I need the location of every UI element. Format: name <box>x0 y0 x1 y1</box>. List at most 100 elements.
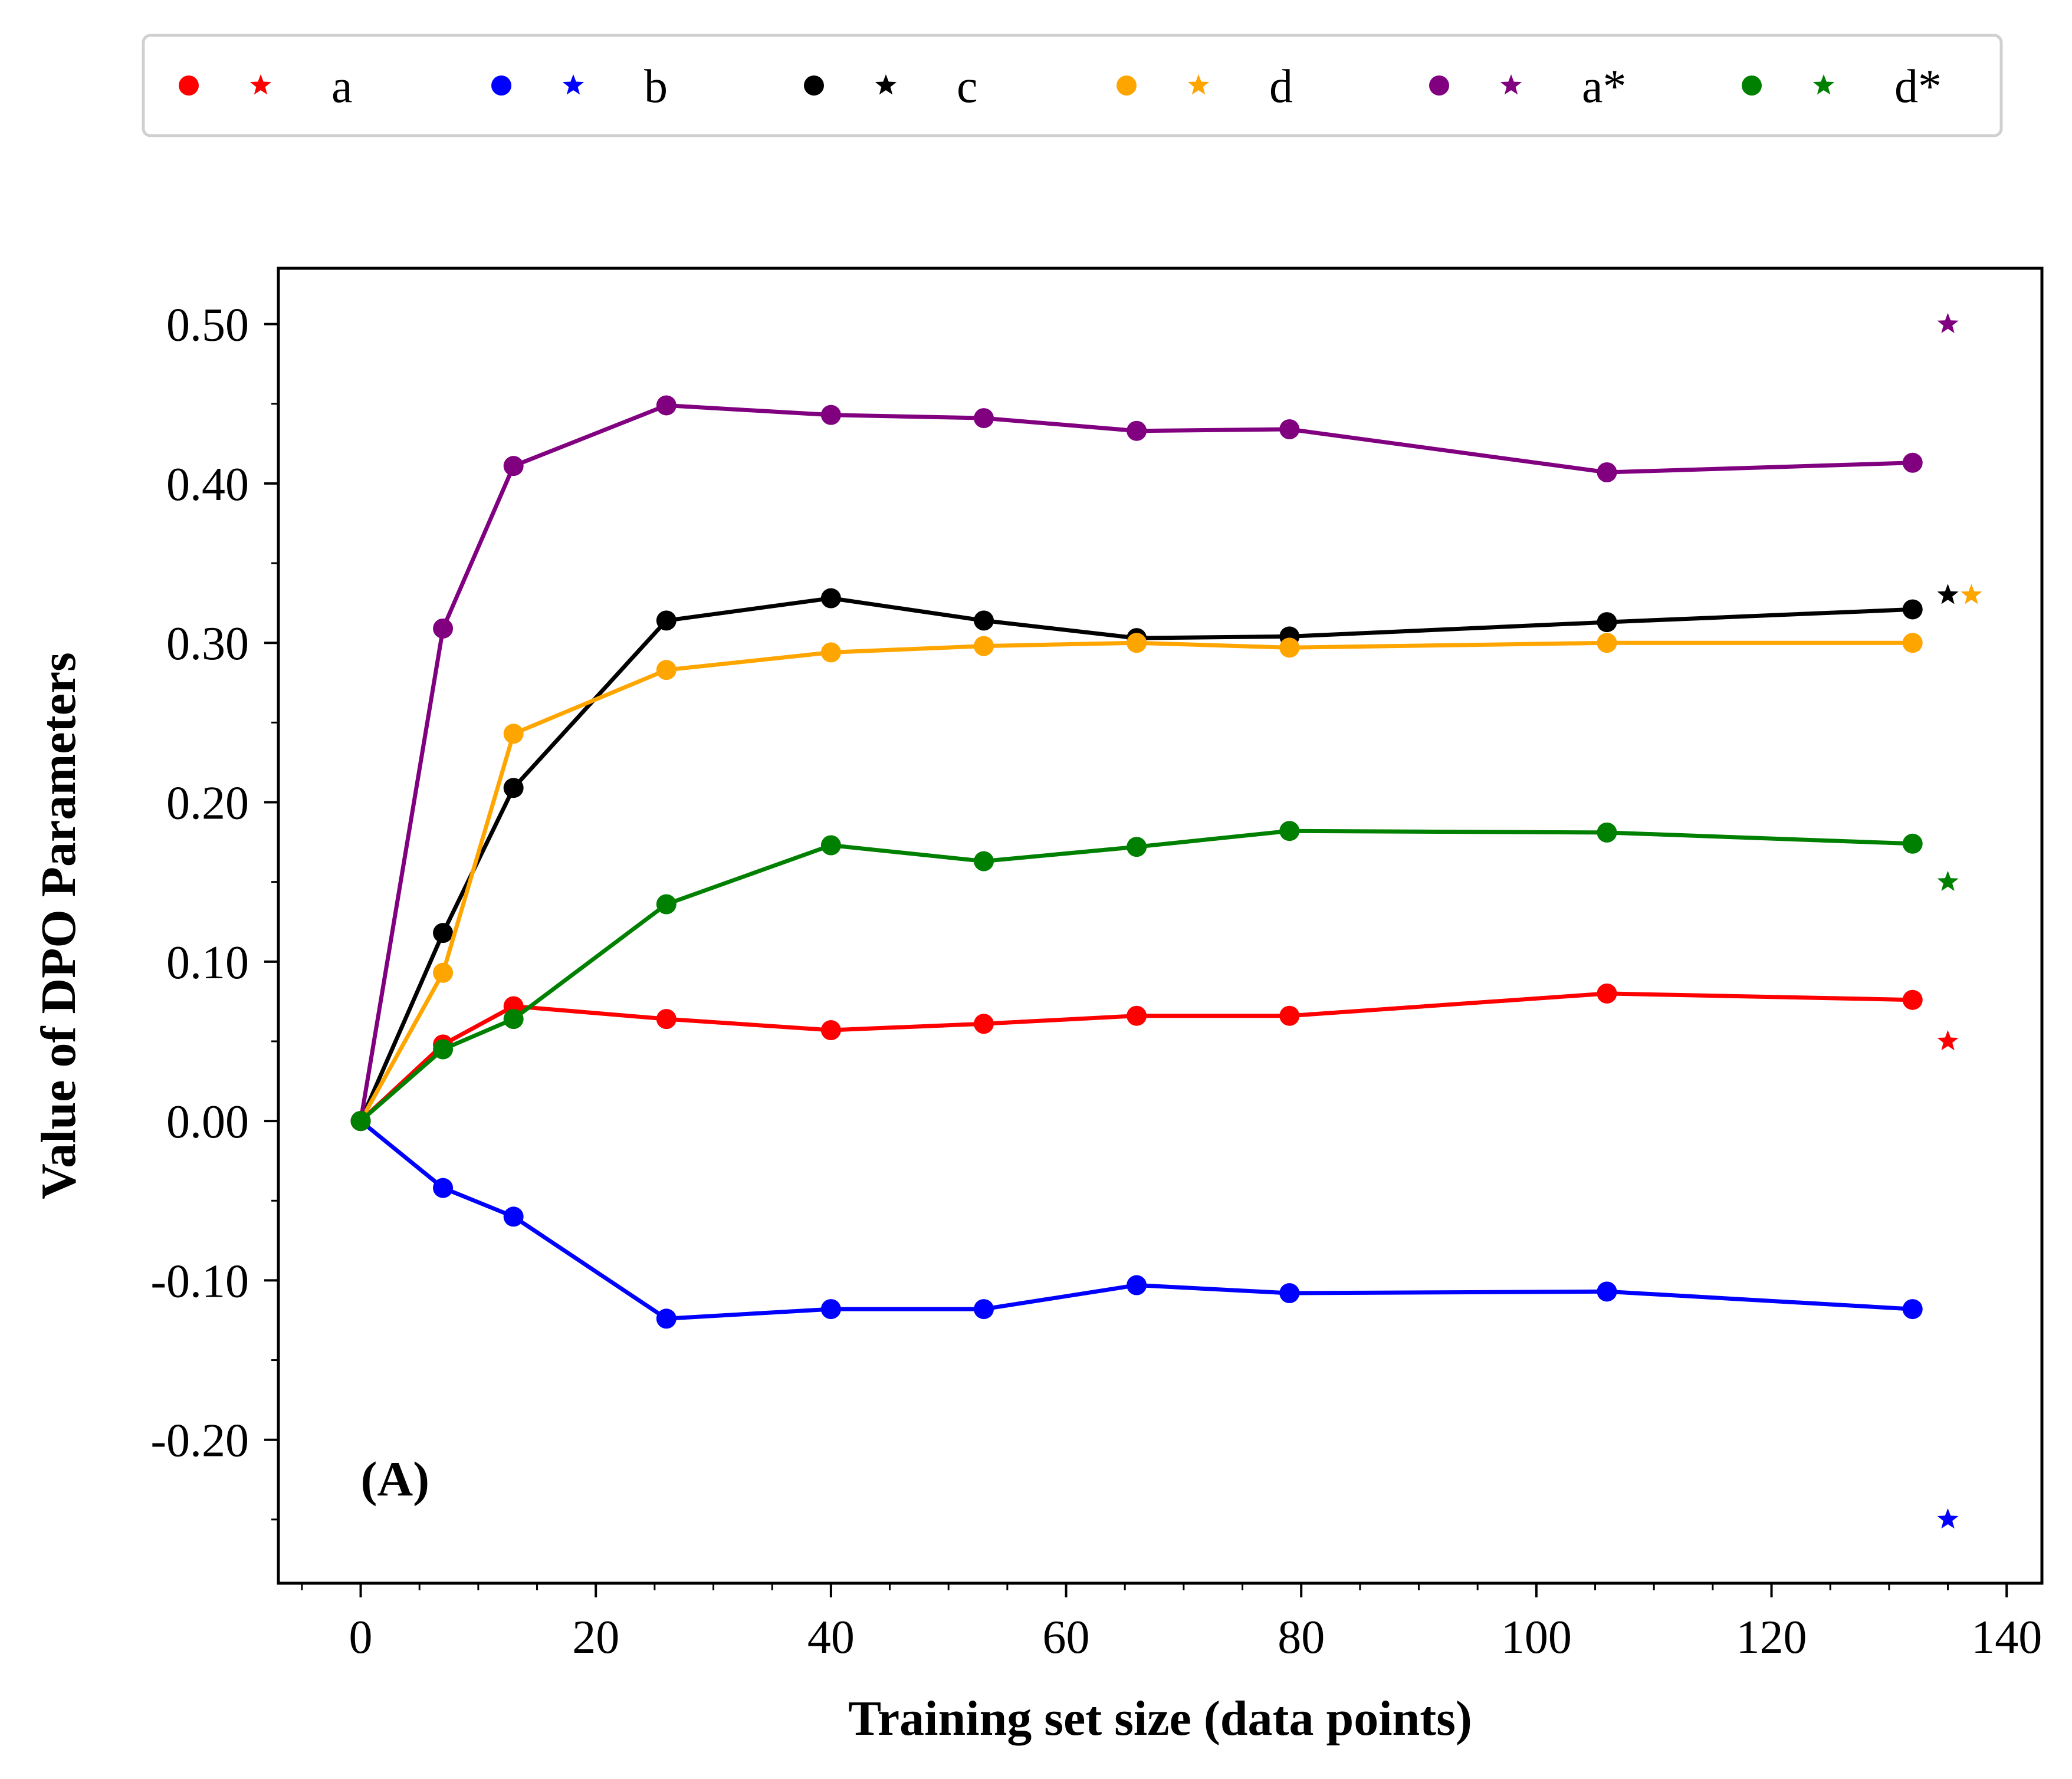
data-point <box>503 724 524 744</box>
legend-star-marker <box>1500 74 1522 95</box>
x-axis-title: Training set size (data points) <box>848 1691 1472 1746</box>
data-point <box>1127 420 1147 441</box>
star-marker <box>1937 870 1959 891</box>
legend-star-marker <box>562 74 585 95</box>
data-point <box>1902 833 1923 854</box>
data-point <box>974 851 994 872</box>
series-line <box>359 640 1913 1122</box>
data-point <box>1902 633 1923 653</box>
data-point <box>1597 1281 1617 1302</box>
series-line <box>359 1119 1913 1321</box>
data-point <box>433 1178 454 1198</box>
data-point <box>974 610 994 631</box>
series-c <box>350 584 1959 1132</box>
data-point <box>433 923 454 943</box>
legend-label: d <box>1269 61 1293 113</box>
legend: a b c d a* d* <box>142 34 2003 137</box>
x-tick-label: 60 <box>1043 1612 1090 1663</box>
legend-dot-marker <box>1742 75 1762 96</box>
y-tick-label: 0.50 <box>166 300 249 351</box>
legend-label: a* <box>1582 61 1627 113</box>
data-point <box>974 408 994 429</box>
data-point <box>820 1020 841 1041</box>
star-marker <box>1937 584 1959 604</box>
data-point <box>1597 983 1617 1004</box>
legend-dot-marker <box>491 75 511 96</box>
legend-item: c <box>804 61 978 113</box>
y-tick-label: 0.40 <box>166 459 249 511</box>
x-tick-label: 20 <box>572 1612 619 1663</box>
data-point <box>1127 837 1147 857</box>
legend-dot-marker <box>1117 75 1137 96</box>
data-point <box>1597 633 1617 653</box>
legend-dot-marker <box>1429 75 1449 96</box>
data-point <box>1902 989 1923 1010</box>
data-point <box>656 395 677 416</box>
star-marker <box>1937 313 1959 333</box>
legend-dot-marker <box>179 75 199 96</box>
x-tick-label: 120 <box>1736 1612 1807 1663</box>
star-marker <box>1937 1030 1959 1051</box>
series-layer <box>350 313 1982 1529</box>
data-point <box>433 618 454 639</box>
legend-star-marker <box>1187 74 1210 95</box>
data-point <box>974 1014 994 1034</box>
x-tick-label: 100 <box>1501 1612 1572 1663</box>
data-point <box>656 660 677 680</box>
data-point <box>1902 452 1923 473</box>
legend-label: b <box>644 61 668 113</box>
series-b <box>350 1111 1959 1529</box>
data-point <box>1279 821 1300 841</box>
legend-item: a* <box>1429 61 1627 113</box>
data-point <box>1279 1005 1300 1026</box>
data-point <box>656 894 677 915</box>
legend-label: a <box>331 61 353 113</box>
legend-label: c <box>957 61 978 113</box>
legend-item: d* <box>1742 61 1942 113</box>
data-point <box>974 636 994 656</box>
data-point <box>820 405 841 425</box>
series-line <box>359 596 1913 1122</box>
data-point <box>1127 1275 1147 1295</box>
data-point <box>1597 822 1617 843</box>
y-tick-label: 0.00 <box>166 1096 249 1148</box>
y-tick-label: -0.20 <box>150 1415 249 1467</box>
legend-dot-marker <box>804 75 824 96</box>
data-point <box>503 1009 524 1030</box>
legend-item: b <box>491 61 668 113</box>
data-point <box>1279 1283 1300 1304</box>
y-axis-title: Value of DPO Parameters <box>31 652 86 1199</box>
data-point <box>974 1299 994 1320</box>
data-point <box>1279 419 1300 440</box>
data-point <box>503 1206 524 1227</box>
y-tick-label: -0.10 <box>150 1255 249 1307</box>
x-tick-label: 0 <box>349 1612 373 1663</box>
legend-item: a <box>179 61 353 113</box>
data-point <box>1597 612 1617 633</box>
data-point <box>1127 1005 1147 1026</box>
legend-item: d <box>1117 61 1293 113</box>
series-line <box>359 403 1913 1122</box>
plot-frame <box>277 267 2044 1585</box>
series-a <box>350 983 1959 1132</box>
x-tick-label: 140 <box>1971 1612 2042 1663</box>
data-point <box>350 1111 371 1132</box>
data-point <box>656 1009 677 1030</box>
legend-label: d* <box>1894 61 1942 113</box>
series-line <box>359 991 1913 1123</box>
legend-star-marker <box>1812 74 1835 95</box>
data-point <box>1127 633 1147 653</box>
x-tick-label: 40 <box>807 1612 855 1663</box>
data-point <box>503 456 524 476</box>
data-point <box>433 1039 454 1060</box>
data-point <box>503 778 524 798</box>
data-point <box>433 962 454 983</box>
x-axis: 0 20 40 60 80 100 120 140 <box>301 1583 2042 1663</box>
data-point <box>820 1299 841 1320</box>
legend-star-marker <box>249 74 272 95</box>
data-point <box>820 642 841 663</box>
series-d <box>350 584 1982 1132</box>
y-tick-label: 0.10 <box>166 937 249 989</box>
data-point <box>656 1308 677 1329</box>
data-point <box>656 610 677 631</box>
